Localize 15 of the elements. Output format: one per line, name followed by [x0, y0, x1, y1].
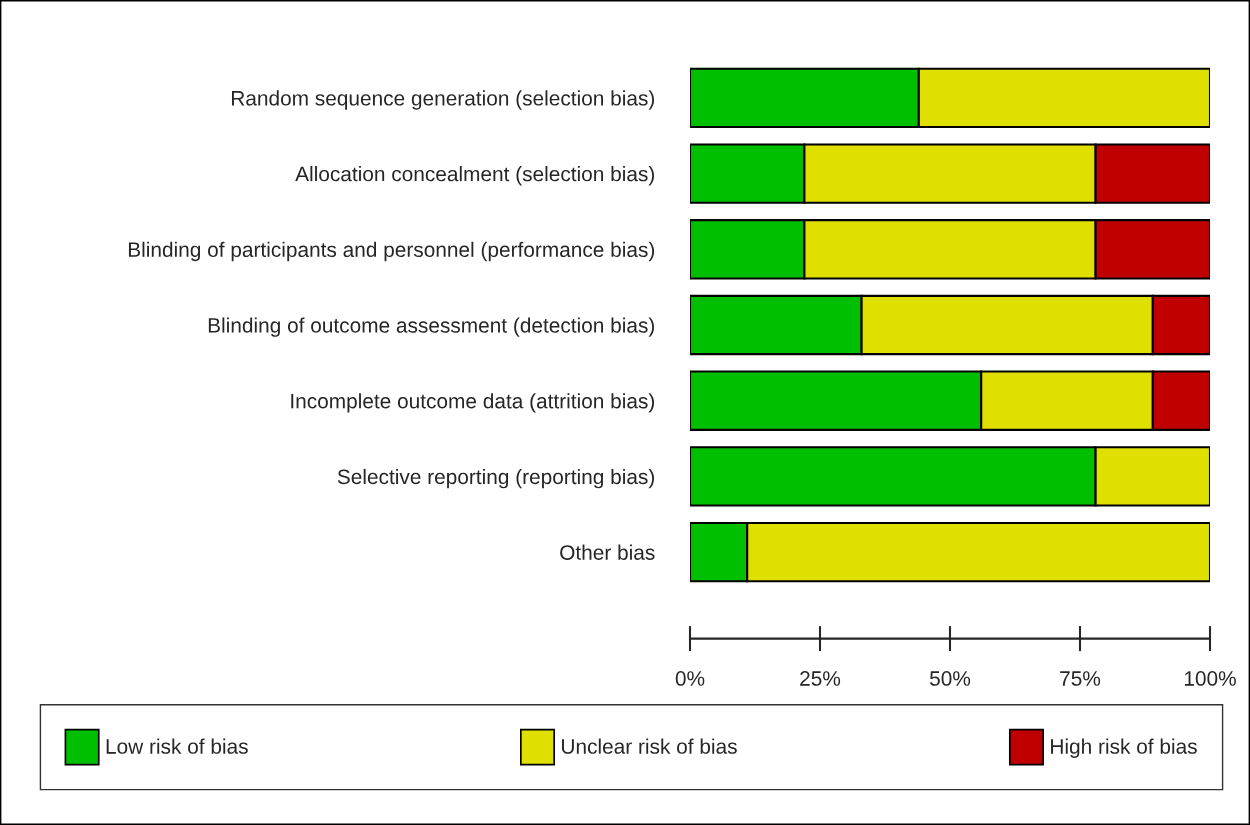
legend-label: High risk of bias	[1051, 738, 1197, 758]
legend-label: Low risk of bias	[106, 738, 248, 754]
x-tick-label: 0%	[675, 671, 705, 686]
legend-label: Unclear risk of bias	[562, 738, 737, 754]
y-tick-label: Blinding of participants and personnel (performance bias)	[128, 241, 655, 262]
y-tick-label: Other bias	[560, 544, 655, 560]
y-tick-label: Selective reporting (reporting bias)	[337, 468, 655, 489]
y-tick-label: Random sequence generation (selection bias)	[231, 90, 655, 110]
y-tick-label: Allocation concealment (selection bias)	[295, 166, 655, 186]
x-tick-label: 75%	[1060, 671, 1101, 686]
y-tick-label: Incomplete outcome data (attrition bias)	[291, 393, 655, 413]
y-tick-label: Blinding of outcome assessment (detection bias)	[208, 317, 655, 337]
x-tick-label: 25%	[800, 671, 841, 686]
x-tick-label: 100%	[1184, 671, 1236, 686]
x-tick-label: 50%	[929, 671, 971, 686]
